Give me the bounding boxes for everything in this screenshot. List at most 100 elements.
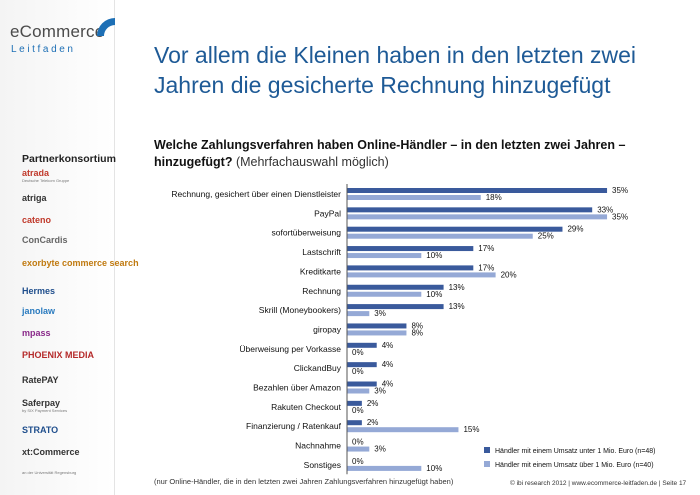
partner-tagline: by SIX Payment Services (22, 408, 68, 413)
partner-logo[interactable]: Hermes (22, 286, 55, 296)
legend-label: Händler mit einem Umsatz unter 1 Mio. Eu… (495, 448, 655, 455)
data-label: 8% (411, 321, 423, 330)
brand-logo[interactable]: eCommerce Leitfaden (10, 12, 115, 55)
brand-name: eCommerce (10, 22, 105, 41)
chart-footnote: (nur Online-Händler, die in den letzten … (154, 477, 454, 486)
data-label: 13% (449, 302, 465, 311)
partner-logo[interactable]: mpass (22, 328, 51, 338)
chart-question: Welche Zahlungsverfahren haben Online-Hä… (154, 137, 684, 171)
bar (347, 362, 377, 368)
partner-logo[interactable]: janolaw (22, 306, 55, 316)
partner-logo[interactable]: atrada Deutsche Telekom Gruppe (22, 168, 69, 183)
bar (347, 291, 422, 297)
data-label: 0% (352, 406, 364, 415)
data-label: 3% (374, 445, 386, 454)
partner-logo[interactable]: an der Universität Regensburg (22, 470, 76, 475)
partner-logo[interactable]: PHOENIX MEDIA (22, 350, 94, 360)
data-label: 0% (352, 457, 364, 466)
bar (347, 330, 407, 336)
bar (347, 253, 422, 259)
bar (347, 207, 593, 213)
data-label: 20% (501, 270, 517, 279)
legend-label: Händler mit einem Umsatz über 1 Mio. Eur… (495, 462, 654, 469)
bar (347, 272, 496, 278)
legend-swatch (484, 461, 490, 467)
bar (347, 214, 608, 220)
data-label: 17% (478, 244, 494, 253)
bar (347, 381, 377, 387)
partner-name: exorbyte commerce search (22, 258, 139, 268)
data-label: 17% (478, 263, 494, 272)
category-label: sofortüberweisung (272, 228, 342, 238)
data-label: 0% (352, 438, 364, 447)
partner-logo[interactable]: atriga (22, 193, 47, 203)
bar (347, 188, 608, 193)
partner-logo[interactable]: STRATO (22, 425, 58, 435)
category-label: Kreditkarte (300, 266, 341, 276)
bar (347, 427, 459, 433)
bar (347, 195, 481, 200)
category-label: Rechnung, gesichert über einen Dienstlei… (171, 189, 341, 199)
data-label: 35% (612, 212, 628, 221)
partner-name: atrada (22, 168, 50, 178)
partner-name: ConCardis (22, 235, 68, 245)
legend-swatch (484, 447, 490, 453)
partner-name: janolaw (22, 306, 56, 316)
category-label: Finanzierung / Ratenkauf (246, 421, 342, 431)
data-label: 4% (382, 341, 394, 350)
data-label: 3% (374, 387, 386, 396)
partner-name: atriga (22, 193, 47, 203)
bar (347, 465, 422, 471)
bar (347, 446, 370, 452)
chart-question-text: Welche Zahlungsverfahren haben Online-Hä… (154, 138, 626, 169)
data-label: 18% (486, 193, 502, 202)
partner-tagline: Deutsche Telekom Gruppe (22, 178, 70, 183)
brand-subname: Leitfaden (11, 44, 76, 55)
data-label: 4% (382, 380, 394, 389)
partner-name: Hermes (22, 286, 56, 296)
partner-logo[interactable]: Saferpay by SIX Payment Services (22, 398, 67, 413)
category-label: Bezahlen über Amazon (253, 383, 341, 393)
data-label: 25% (538, 232, 554, 241)
partner-name: PHOENIX MEDIA (22, 350, 95, 360)
data-label: 3% (374, 309, 386, 318)
bar (347, 265, 474, 271)
data-label: 4% (382, 360, 394, 369)
partner-heading: Partnerkonsortium (22, 153, 116, 165)
data-label: 29% (567, 225, 583, 234)
sidebar: eCommerce Leitfaden Partnerkonsortium at… (0, 0, 139, 495)
bar (347, 400, 362, 406)
bar (347, 388, 370, 394)
category-label: Rakuten Checkout (271, 402, 342, 412)
partner-name: mpass (22, 328, 51, 338)
bar (347, 323, 407, 329)
logo-arc-icon (97, 18, 115, 36)
chart-question-note: (Mehrfachauswahl möglich) (235, 155, 389, 169)
category-label: giropay (313, 324, 342, 334)
data-label: 13% (449, 283, 465, 292)
bar (347, 233, 533, 239)
category-label: Überweisung per Vorkasse (239, 344, 341, 354)
partner-logo[interactable]: RatePAY (22, 375, 59, 385)
bar (347, 226, 563, 232)
bar (347, 304, 444, 310)
category-label: Nachnahme (295, 441, 341, 451)
partner-logo[interactable]: xt:Commerce (22, 447, 80, 457)
data-label: 10% (426, 464, 442, 473)
partner-logo[interactable]: exorbyte commerce search (22, 258, 139, 268)
category-label: Lastschrift (302, 247, 341, 257)
data-label: 0% (352, 348, 364, 357)
category-label: Rechnung (302, 286, 341, 296)
partner-name: cateno (22, 215, 52, 225)
category-label: Skrill (Moneybookers) (259, 305, 341, 315)
data-label: 10% (426, 251, 442, 260)
partner-logo[interactable]: ConCardis (22, 235, 68, 245)
page-title: Vor allem die Kleinen haben in den letzt… (154, 42, 637, 98)
data-label: 10% (426, 290, 442, 299)
data-label: 0% (352, 367, 364, 376)
data-label: 8% (411, 328, 423, 337)
partner-name: xt:Commerce (22, 447, 80, 457)
partner-logo[interactable]: cateno (22, 215, 51, 225)
data-label: 2% (367, 399, 379, 408)
